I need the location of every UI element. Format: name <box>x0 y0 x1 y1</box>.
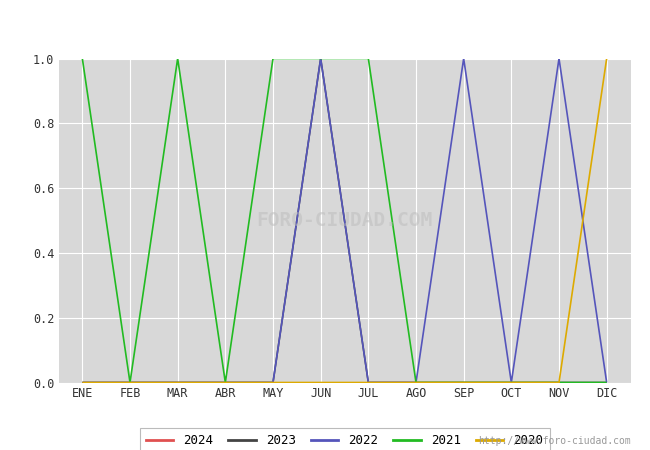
2023 <box>555 380 563 385</box>
Line: 2022: 2022 <box>83 58 606 382</box>
2020 <box>460 380 467 385</box>
2022 <box>603 380 610 385</box>
2024 <box>222 380 229 385</box>
2022 <box>555 56 563 61</box>
2021 <box>174 56 181 61</box>
2023 <box>460 380 467 385</box>
2022 <box>174 380 181 385</box>
Line: 2021: 2021 <box>83 58 606 382</box>
2020 <box>555 380 563 385</box>
2021 <box>365 56 372 61</box>
2021 <box>79 56 86 61</box>
2022 <box>222 380 229 385</box>
2020 <box>365 380 372 385</box>
2020 <box>508 380 515 385</box>
2020 <box>412 380 420 385</box>
2020 <box>603 56 610 61</box>
2020 <box>79 380 86 385</box>
2021 <box>508 380 515 385</box>
2023 <box>412 380 420 385</box>
2022 <box>79 380 86 385</box>
Text: http://www.foro-ciudad.com: http://www.foro-ciudad.com <box>478 436 630 446</box>
2022 <box>508 380 515 385</box>
2023 <box>603 380 610 385</box>
2021 <box>412 380 420 385</box>
2024 <box>174 380 181 385</box>
2022 <box>317 56 324 61</box>
Text: Matriculaciones de Vehiculos en Santa Cruz del Valle: Matriculaciones de Vehiculos en Santa Cr… <box>75 28 575 44</box>
Line: 2020: 2020 <box>83 58 606 382</box>
2022 <box>460 56 467 61</box>
2022 <box>365 380 372 385</box>
2023 <box>174 380 181 385</box>
Text: FORO-CIUDAD.COM: FORO-CIUDAD.COM <box>256 211 433 230</box>
2021 <box>222 380 229 385</box>
Legend: 2024, 2023, 2022, 2021, 2020: 2024, 2023, 2022, 2021, 2020 <box>140 428 549 450</box>
2022 <box>269 380 277 385</box>
2023 <box>269 380 277 385</box>
2021 <box>269 56 277 61</box>
2021 <box>603 380 610 385</box>
2023 <box>79 380 86 385</box>
2024 <box>269 380 277 385</box>
2021 <box>126 380 134 385</box>
2020 <box>222 380 229 385</box>
Line: 2023: 2023 <box>83 58 606 382</box>
2021 <box>460 380 467 385</box>
2022 <box>126 380 134 385</box>
2020 <box>317 380 324 385</box>
2023 <box>317 56 324 61</box>
2022 <box>412 380 420 385</box>
2021 <box>317 56 324 61</box>
2023 <box>365 380 372 385</box>
2024 <box>126 380 134 385</box>
2023 <box>508 380 515 385</box>
2023 <box>222 380 229 385</box>
2024 <box>79 380 86 385</box>
2020 <box>126 380 134 385</box>
2023 <box>126 380 134 385</box>
2020 <box>269 380 277 385</box>
2021 <box>555 380 563 385</box>
2020 <box>174 380 181 385</box>
